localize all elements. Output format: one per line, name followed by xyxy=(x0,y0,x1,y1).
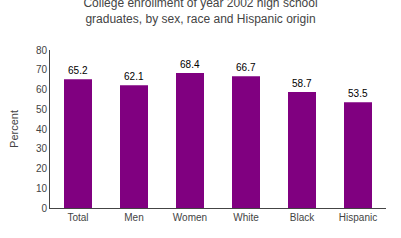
svg-text:66.7: 66.7 xyxy=(236,62,256,73)
svg-text:65.2: 65.2 xyxy=(68,65,88,76)
svg-text:53.5: 53.5 xyxy=(348,88,368,99)
svg-text:70: 70 xyxy=(36,64,48,75)
svg-text:50: 50 xyxy=(36,104,48,115)
svg-text:58.7: 58.7 xyxy=(292,78,312,89)
svg-text:Men: Men xyxy=(124,212,143,223)
svg-text:40: 40 xyxy=(36,124,48,135)
svg-text:Black: Black xyxy=(290,212,315,223)
svg-text:College enrollment of year 200: College enrollment of year 2002 high sch… xyxy=(83,0,317,26)
svg-text:Hispanic: Hispanic xyxy=(339,212,377,223)
svg-text:60: 60 xyxy=(36,84,48,95)
svg-text:Women: Women xyxy=(173,212,207,223)
svg-text:62.1: 62.1 xyxy=(124,71,144,82)
svg-text:10: 10 xyxy=(36,183,48,194)
svg-text:80: 80 xyxy=(36,45,48,56)
svg-text:White: White xyxy=(233,212,259,223)
svg-text:68.4: 68.4 xyxy=(180,59,200,70)
svg-text:30: 30 xyxy=(36,143,48,154)
svg-text:0: 0 xyxy=(41,203,47,214)
svg-text:20: 20 xyxy=(36,163,48,174)
svg-text:Percent: Percent xyxy=(8,110,20,148)
svg-text:Total: Total xyxy=(67,212,88,223)
